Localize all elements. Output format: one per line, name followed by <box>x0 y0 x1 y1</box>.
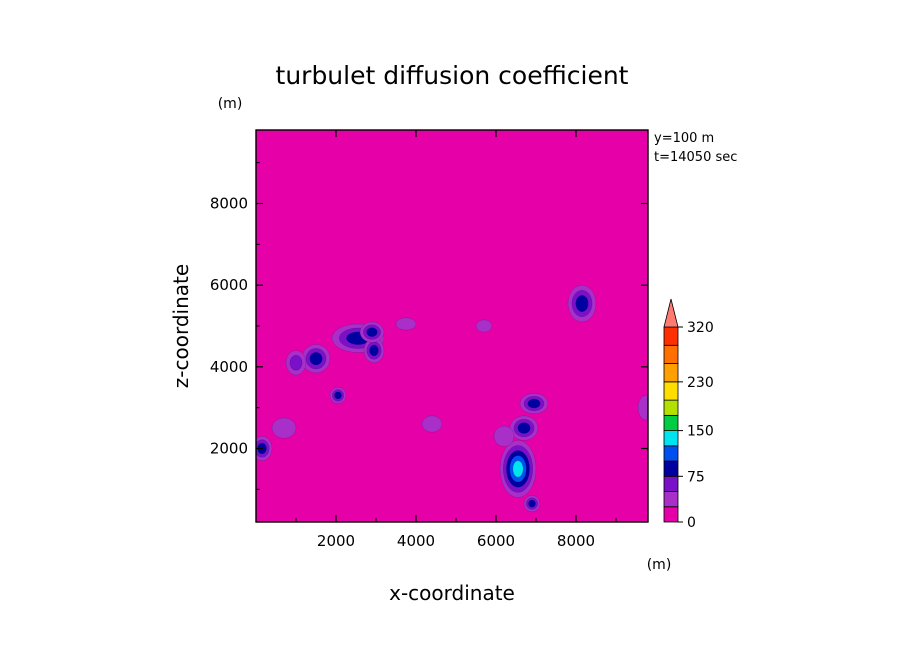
colorbar-tick-label: 75 <box>687 469 705 485</box>
colorbar-swatch <box>663 445 679 462</box>
contour-feature <box>523 495 541 512</box>
chart-title: turbulet diffusion coefficient <box>276 61 629 90</box>
colorbar-tick-label: 0 <box>687 515 696 531</box>
contour-band <box>271 417 297 439</box>
y-tick-label: 4000 <box>210 358 248 376</box>
annotation-time: t=14050 sec <box>654 150 737 165</box>
y-tick-label: 2000 <box>210 440 248 458</box>
x-tick-label: 8000 <box>557 532 595 550</box>
contour-band <box>366 327 378 337</box>
contour-feature <box>509 415 539 441</box>
axes: 2000 4000 6000 8000 2000 4000 6000 8000 <box>210 130 648 550</box>
colorbar-swatch <box>663 491 679 508</box>
contour-band <box>289 355 303 371</box>
contour-feature <box>363 338 385 363</box>
colorbar-swatch <box>663 381 679 401</box>
field-background <box>256 130 648 522</box>
colorbar-swatch <box>663 414 679 431</box>
y-axis-label: z-coordinate <box>169 264 193 388</box>
x-axis-label: x-coordinate <box>389 581 515 605</box>
contour-band <box>517 422 531 434</box>
colorbar-swatch <box>663 363 679 383</box>
colorbar-swatch <box>663 430 679 447</box>
contour-feature <box>567 284 597 323</box>
contour-band <box>309 352 323 366</box>
contour-feature <box>493 425 515 447</box>
contour-band <box>512 460 524 478</box>
contour-band <box>575 295 589 312</box>
colorbar-tick-label: 320 <box>687 320 714 336</box>
contour-feature <box>359 321 385 343</box>
contour-band <box>528 499 536 508</box>
contour-feature <box>637 395 648 421</box>
x-tick-label: 6000 <box>477 532 515 550</box>
colorbar-swatch <box>663 344 679 364</box>
contour-band <box>334 391 342 400</box>
contour-feature <box>421 415 443 433</box>
y-tick-label: 8000 <box>210 195 248 213</box>
colorbar-overflow-arrow <box>663 298 679 328</box>
contour-feature <box>519 393 549 414</box>
plot-area <box>256 130 648 522</box>
colorbar: 0 75 150 230 320 <box>663 298 714 531</box>
y-axis-unit: (m) <box>218 96 243 112</box>
contour-feature <box>329 387 347 404</box>
contour-band <box>493 425 515 447</box>
colorbar-swatch <box>663 460 679 477</box>
contour-band <box>421 415 443 433</box>
contour-feature <box>285 350 307 376</box>
contour-feature <box>301 344 331 374</box>
x-tick-label: 4000 <box>397 532 435 550</box>
annotation-y-level: y=100 m <box>654 131 714 146</box>
x-tick-label: 2000 <box>317 532 355 550</box>
x-axis-unit: (m) <box>647 557 672 573</box>
contour-band <box>369 344 379 357</box>
colorbar-tick-label: 230 <box>687 375 714 391</box>
contour-feature <box>271 417 297 439</box>
contour-band <box>637 395 648 421</box>
contour-band <box>475 319 493 333</box>
colorbar-tick-label: 150 <box>687 424 714 440</box>
contour-feature <box>475 319 493 333</box>
contour-feature <box>395 317 417 331</box>
colorbar-swatch <box>663 399 679 416</box>
colorbar-swatch <box>663 475 679 492</box>
contour-feature <box>499 440 537 498</box>
colorbar-swatch <box>663 326 679 346</box>
colorbar-swatch <box>663 506 679 523</box>
contour-band <box>527 398 541 409</box>
y-tick-label: 6000 <box>210 276 248 294</box>
contour-band <box>395 317 417 331</box>
